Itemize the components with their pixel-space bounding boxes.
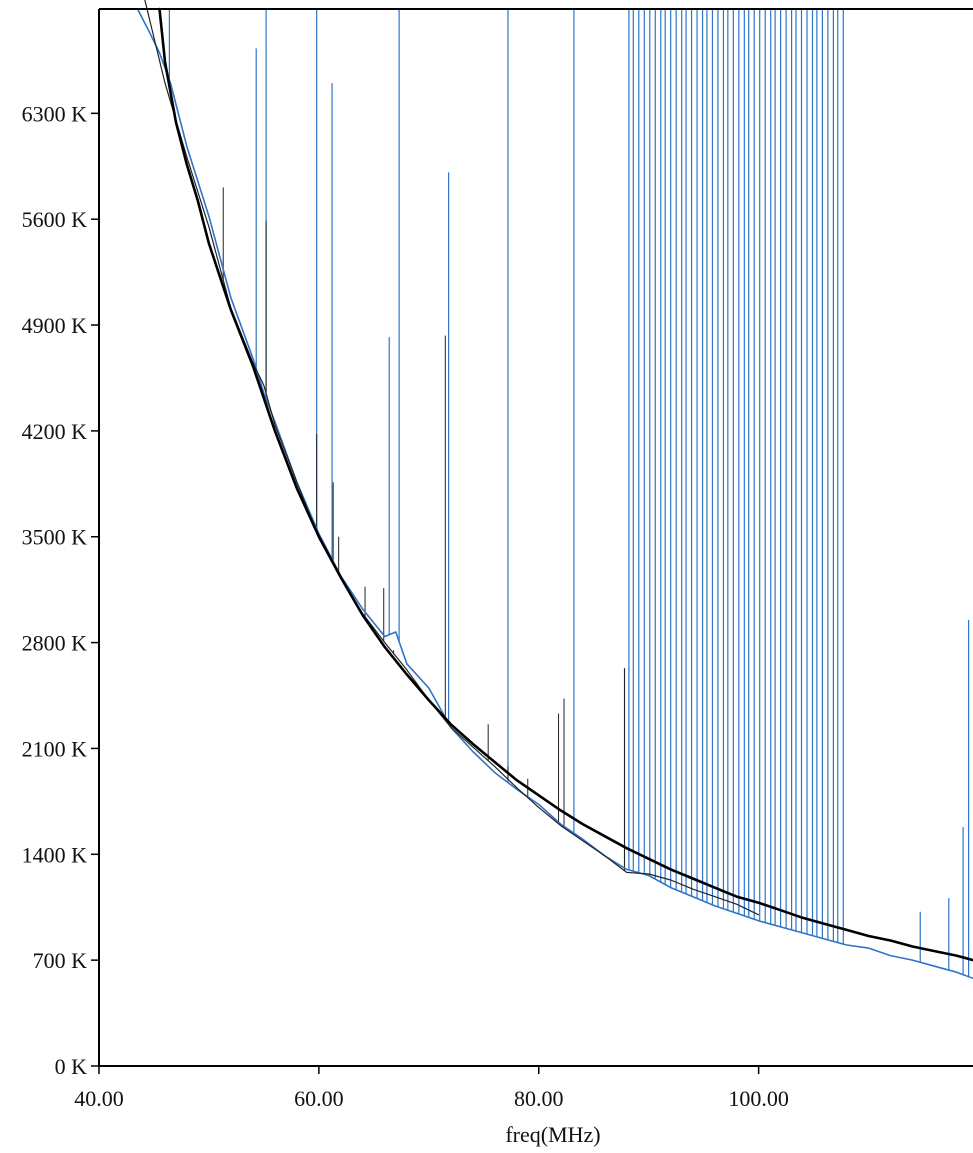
series-line-1 [144, 0, 760, 916]
spikes-layer [168, 9, 970, 977]
x-axis-title: freq(MHz) [505, 1122, 600, 1147]
ticks-layer: 0 K 700 K 1400 K 2100 K 2800 K 3500 K 4200 K 49… [22, 101, 789, 1111]
x-tick-label-3: 100.00 [728, 1086, 789, 1111]
y-tick-label-3: 2100 K [22, 736, 88, 761]
y-tick-label-5: 3500 K [22, 525, 88, 550]
x-tick-label-1: 60.00 [294, 1086, 344, 1111]
x-tick-label-0: 40.00 [74, 1086, 124, 1111]
y-tick-label-0: 0 K [55, 1054, 88, 1079]
series-layer [136, 0, 973, 980]
y-tick-label-2: 1400 K [22, 842, 88, 867]
x-tick-label-2: 80.00 [514, 1086, 564, 1111]
y-tick-label-6: 4200 K [22, 419, 88, 444]
y-tick-label-8: 5600 K [22, 207, 88, 232]
series-line-2 [158, 7, 973, 962]
series-line-0 [136, 8, 973, 980]
y-tick-label-7: 4900 K [22, 313, 88, 338]
y-tick-label-4: 2800 K [22, 631, 88, 656]
y-tick-label-9: 6300 K [22, 101, 88, 126]
y-tick-label-1: 700 K [33, 948, 88, 973]
